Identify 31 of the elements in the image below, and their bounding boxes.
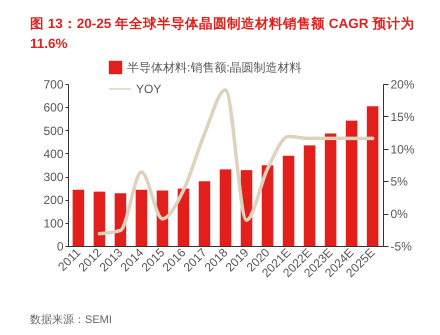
bar (178, 188, 190, 246)
y-tick-label: 0 (56, 240, 64, 254)
bar (198, 181, 210, 246)
y-tick-label: 200 (43, 193, 64, 208)
y-tick-label: 700 (43, 78, 64, 92)
legend-label: YOY (136, 82, 162, 96)
bar (282, 156, 294, 246)
y-tick-label: 400 (43, 146, 64, 161)
bar (220, 169, 232, 246)
bar (72, 190, 84, 246)
bar (262, 165, 274, 246)
bar (366, 106, 378, 246)
y2-tick-label: 5% (390, 174, 408, 189)
y-tick-label: 600 (43, 100, 64, 115)
source-note: 数据来源：SEMI (30, 313, 112, 327)
chart-title: 图 13：20-25 年全球半导体晶圆制造材料销售额 CAGR 预计为 11.6% (30, 15, 416, 53)
y2-tick-label: 10% (390, 142, 415, 156)
y-tick-label: 100 (43, 216, 64, 230)
bar (136, 190, 148, 246)
bar (304, 145, 316, 246)
y-tick-label: 500 (43, 124, 64, 138)
bar (94, 192, 106, 246)
y2-tick-label: 20% (390, 78, 415, 92)
y2-tick-label: 15% (390, 110, 415, 124)
bar (324, 134, 336, 246)
y2-tick-label: 0% (390, 207, 408, 222)
bar (156, 190, 168, 246)
bar (346, 120, 358, 246)
y-tick-label: 300 (43, 170, 64, 184)
y2-tick-label: -5% (390, 240, 412, 254)
legend-label: 半导体材料:销售额:晶圆制造材料 (127, 60, 302, 74)
